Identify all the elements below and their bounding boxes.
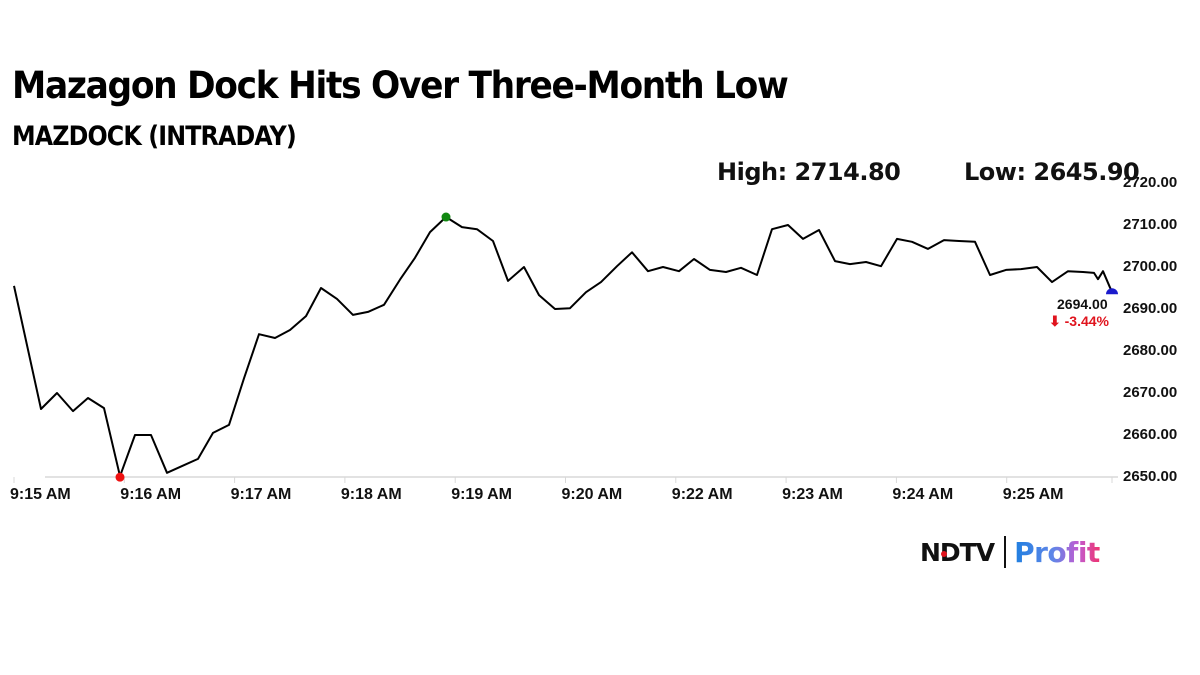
x-tick-label: 9:16 AM	[120, 486, 182, 503]
ndtv-profit-logo: NDTV Profit	[920, 534, 1100, 570]
y-tick-label: 2680.00	[1123, 342, 1178, 359]
last-change-label: ⬇ -3.44%	[1049, 313, 1109, 329]
x-tick-label: 9:20 AM	[561, 486, 623, 503]
logo-red-dot	[941, 550, 947, 557]
x-tick-label: 9:24 AM	[892, 486, 954, 503]
x-tick-label: 9:23 AM	[782, 486, 843, 503]
x-tick-label: 9:19 AM	[451, 486, 512, 503]
x-tick-label: 9:25 AM	[1002, 486, 1064, 503]
y-tick-label: 2690.00	[1123, 300, 1178, 317]
last-price-marker	[1106, 288, 1118, 295]
low-marker	[115, 472, 125, 482]
x-axis-ticks	[13, 477, 1113, 483]
high-marker	[441, 212, 451, 222]
x-tick-label: 9:22 AM	[671, 486, 733, 503]
price-line	[13, 216, 1113, 478]
y-tick-label: 2710.00	[1123, 216, 1178, 233]
chart-title: Mazagon Dock Hits Over Three-Month Low	[12, 64, 789, 107]
x-tick-label: 9:17 AM	[230, 486, 292, 503]
x-tick-label: 9:15 AM	[10, 486, 71, 503]
logo-ndtv: NDTV	[920, 537, 995, 567]
high-value: High: 2714.80	[717, 158, 901, 186]
y-tick-label: 2720.00	[1123, 174, 1178, 191]
logo-profit: Profit	[1014, 535, 1100, 569]
y-tick-label: 2660.00	[1123, 426, 1178, 443]
last-price-label: 2694.00	[1057, 296, 1108, 312]
x-tick-label: 9:18 AM	[340, 486, 402, 503]
y-tick-label: 2670.00	[1123, 384, 1178, 401]
y-tick-label: 2650.00	[1123, 468, 1178, 485]
chart-subtitle: MAZDOCK (INTRADAY)	[12, 121, 297, 152]
logo-divider	[1004, 536, 1007, 568]
low-value: Low: 2645.90	[964, 158, 1140, 186]
y-tick-label: 2700.00	[1123, 258, 1178, 275]
